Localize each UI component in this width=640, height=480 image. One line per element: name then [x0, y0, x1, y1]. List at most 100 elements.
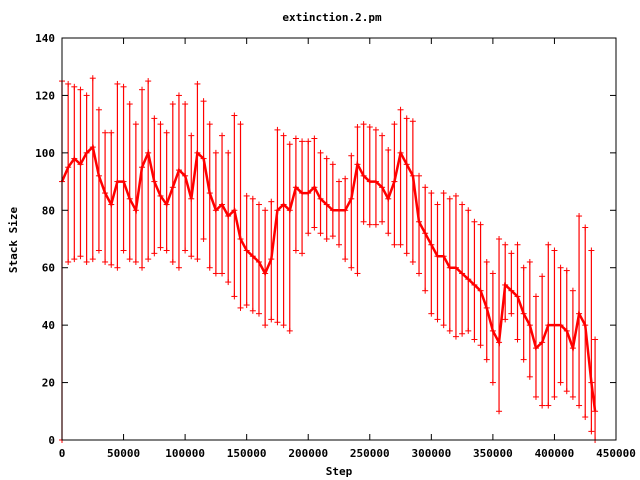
data-point [188, 132, 195, 260]
data-point [329, 161, 336, 240]
data-point [102, 129, 109, 265]
data-point [274, 126, 281, 326]
data-point [268, 198, 275, 323]
data-point [139, 86, 146, 271]
y-tick-label: 140 [35, 32, 55, 45]
data-point [114, 80, 121, 271]
x-tick-label: 50000 [107, 447, 140, 460]
data-point [323, 155, 330, 242]
data-point [563, 267, 570, 395]
data-point [354, 124, 361, 277]
data-point [255, 201, 262, 317]
data-point [157, 121, 164, 251]
data-point [526, 258, 533, 380]
data-point [502, 241, 509, 323]
data-point [514, 241, 521, 343]
data-point [163, 129, 170, 254]
data-point [77, 86, 84, 260]
data-point [311, 135, 318, 231]
data-point [440, 190, 447, 329]
data-point [95, 106, 102, 254]
y-tick-label: 120 [35, 89, 55, 102]
data-point [409, 118, 416, 265]
data-point [569, 287, 576, 400]
y-tick-label: 20 [42, 377, 55, 390]
data-point [508, 250, 515, 317]
y-tick-label: 0 [48, 434, 55, 447]
data-point [231, 112, 238, 300]
x-tick-label: 150000 [227, 447, 267, 460]
data-point [428, 190, 435, 317]
data-point [151, 115, 158, 257]
data-point [292, 135, 299, 254]
data-point [576, 213, 583, 409]
data-trace [60, 144, 597, 412]
data-point [108, 129, 115, 268]
data-point [520, 264, 527, 363]
data-point [397, 106, 404, 248]
data-point [557, 264, 564, 386]
x-tick-label: 0 [59, 447, 66, 460]
data-point [496, 236, 503, 415]
data-point [366, 124, 373, 228]
data-point [126, 101, 133, 263]
y-axis-label: Stack Size [7, 207, 20, 274]
data-point [299, 138, 306, 257]
data-point [182, 101, 189, 254]
y-tick-label: 100 [35, 147, 55, 160]
data-point [532, 293, 539, 400]
data-point [416, 172, 423, 277]
data-point [175, 92, 182, 271]
data-point [434, 201, 441, 323]
data-point [89, 75, 96, 263]
data-point [145, 78, 152, 263]
data-point [391, 121, 398, 248]
data-point [551, 247, 558, 400]
data-point [446, 195, 453, 334]
data-point [169, 101, 176, 265]
data-point [403, 115, 410, 257]
data-point [372, 126, 379, 228]
data-point [280, 132, 287, 329]
x-tick-label: 200000 [288, 447, 328, 460]
y-tick-label: 60 [42, 262, 55, 275]
data-point [194, 80, 201, 263]
data-point [219, 132, 226, 277]
x-axis-label: Step [326, 465, 353, 478]
data-point [360, 121, 367, 225]
data-point [348, 152, 355, 271]
data-point [582, 224, 589, 421]
series [59, 75, 599, 443]
data-point [317, 149, 324, 237]
plot-area [59, 75, 599, 443]
data-point [489, 270, 496, 386]
data-point [71, 83, 78, 263]
y-tick-label: 80 [42, 204, 55, 217]
data-point [422, 184, 429, 294]
data-point [132, 121, 139, 265]
chart-title: extinction.2.pm [282, 11, 382, 24]
data-point [336, 178, 342, 248]
x-tick-label: 100000 [165, 447, 205, 460]
data-point [545, 241, 552, 409]
data-point [206, 121, 213, 271]
data-point [452, 192, 459, 340]
data-point [286, 141, 293, 334]
data-point [200, 98, 207, 242]
data-point [237, 121, 244, 311]
data-point [243, 192, 250, 309]
data-point [249, 195, 256, 314]
data-point [379, 132, 386, 225]
data-point [477, 221, 484, 349]
data-point [120, 83, 127, 254]
data-point [305, 138, 312, 237]
x-tick-label: 350000 [473, 447, 513, 460]
data-point [225, 149, 232, 286]
data-point [342, 175, 349, 263]
x-tick-label: 400000 [535, 447, 575, 460]
plot-frame [61, 37, 617, 441]
data-point [385, 146, 392, 237]
x-tick-label: 450000 [596, 447, 636, 460]
data-point [65, 80, 72, 265]
